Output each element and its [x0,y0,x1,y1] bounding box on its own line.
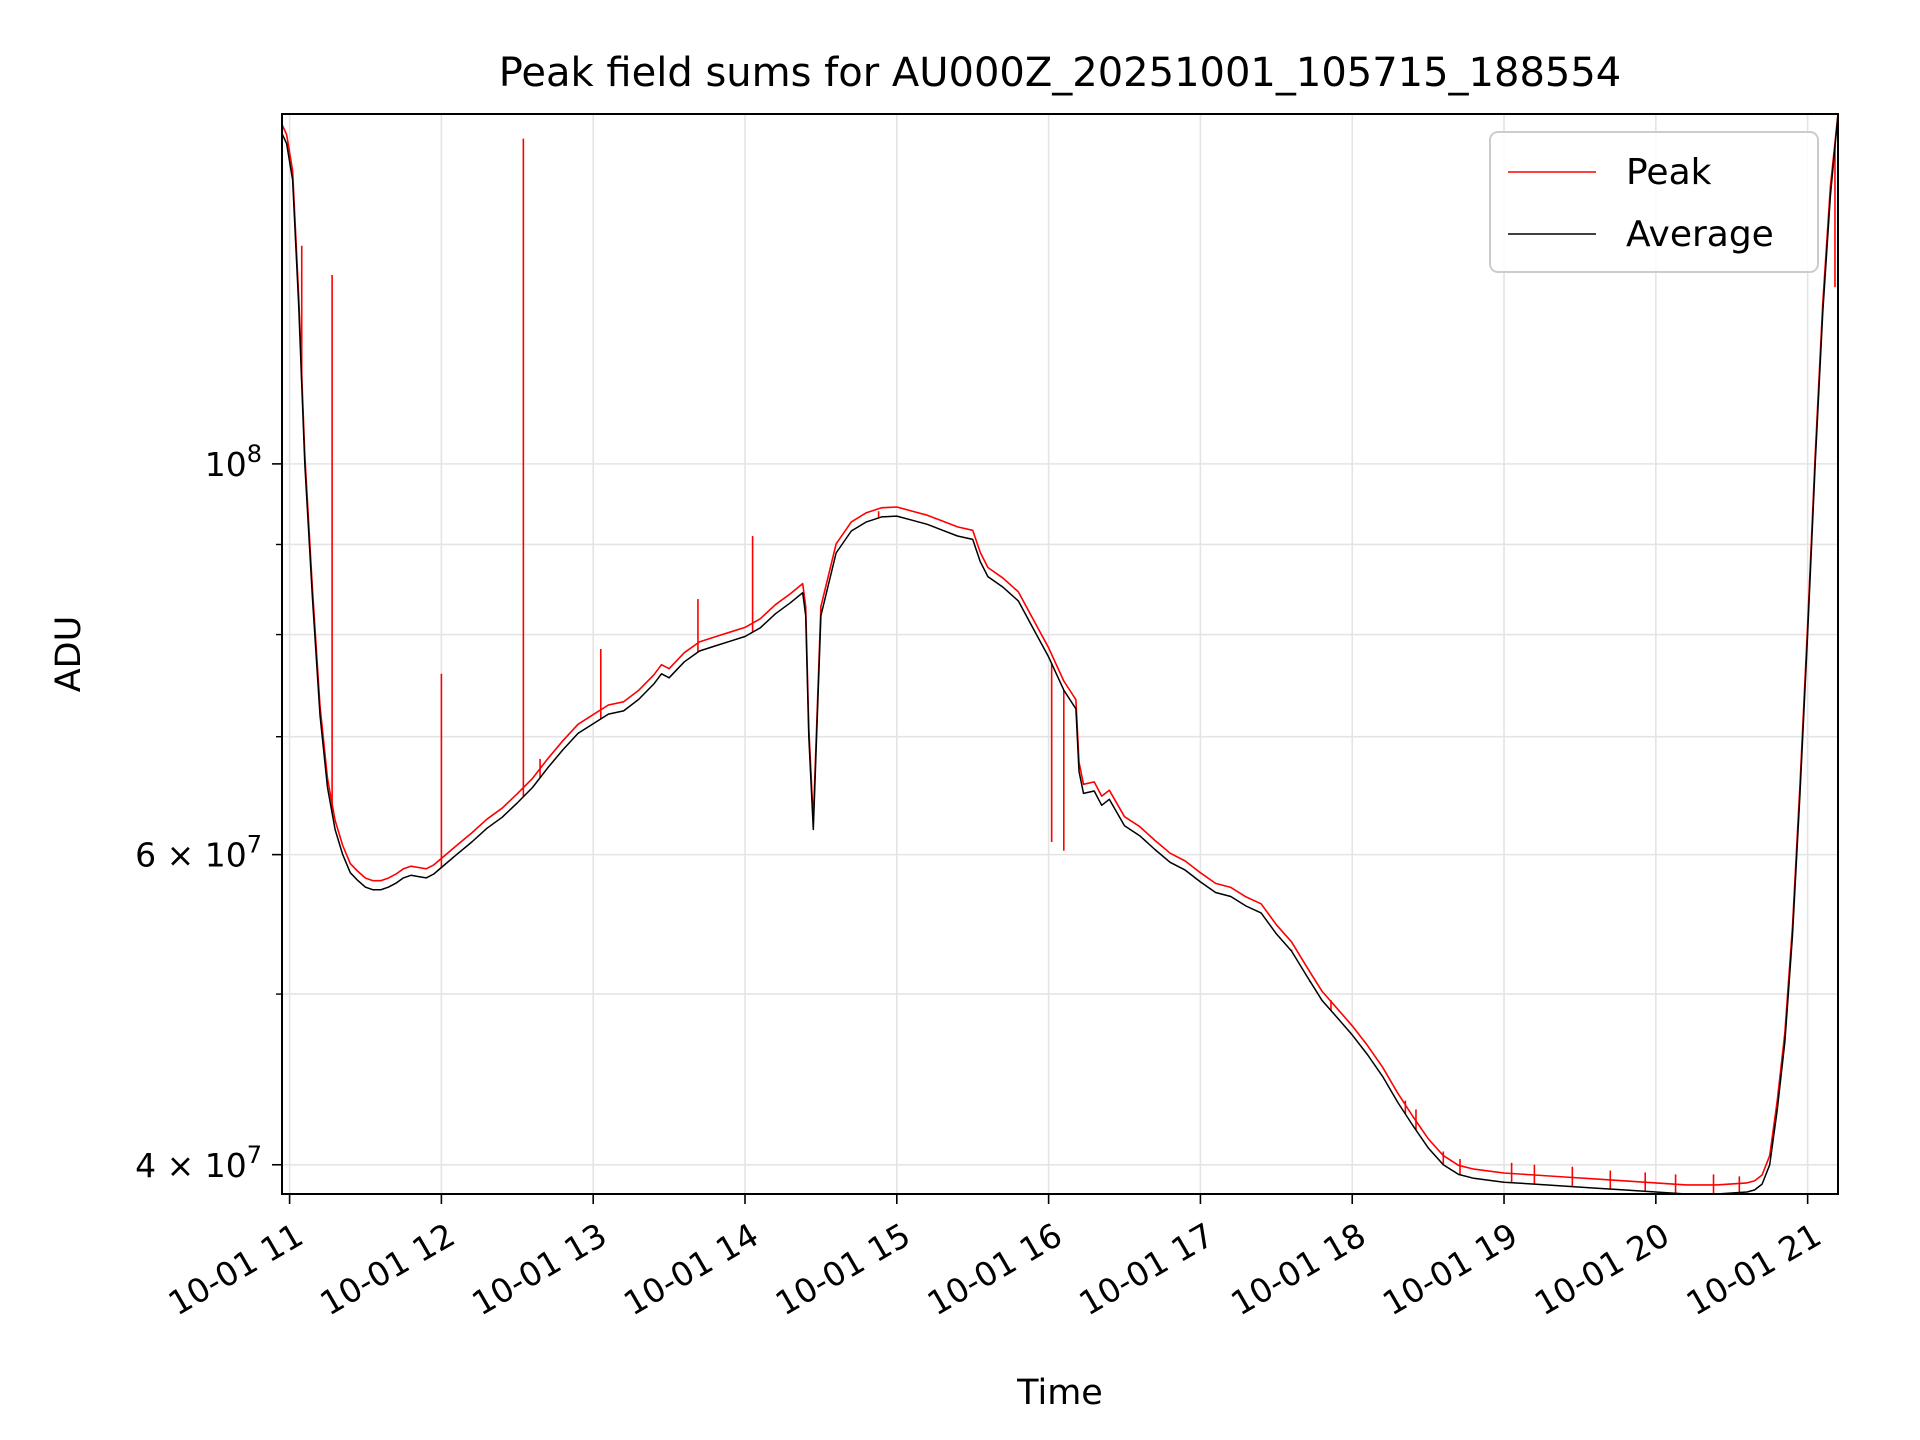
peak-spikes [300,138,1836,1194]
y-tick-label: 6 × 107 [135,831,262,875]
legend-average-label: Average [1626,214,1774,255]
plot-frame [281,113,1839,1195]
x-axis-label: Time [1016,1373,1103,1413]
y-tick-label: 4 × 107 [135,1141,262,1185]
average-series-line [281,113,1839,1195]
chart-title: Peak field sums for AU000Z_20251001_1057… [499,50,1622,96]
legend-peak-label: Peak [1626,152,1712,193]
y-axis: 4 × 107 6 × 107 108 [135,440,282,1185]
legend: Peak Average [1489,131,1819,273]
y-axis-label: ADU [49,616,89,693]
grid [282,114,1838,1194]
legend-box [1489,131,1819,273]
y-tick-label: 108 [205,440,262,484]
series-layer [281,113,1839,1195]
peak-series-line [281,113,1839,1186]
